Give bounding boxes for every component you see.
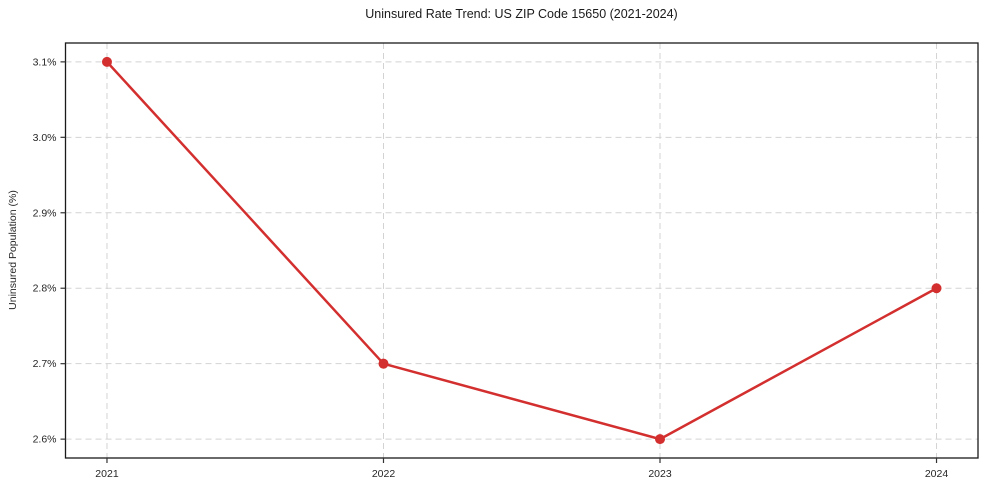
chart-title: Uninsured Rate Trend: US ZIP Code 15650 … bbox=[365, 7, 678, 21]
y-tick-label: 2.8% bbox=[33, 283, 57, 295]
x-tick-label: 2022 bbox=[372, 468, 396, 480]
data-point-marker bbox=[655, 434, 666, 445]
x-tick-label: 2024 bbox=[925, 468, 949, 480]
y-tick-label: 2.9% bbox=[33, 207, 57, 219]
data-point-marker bbox=[378, 358, 389, 369]
x-tick-label: 2021 bbox=[95, 468, 119, 480]
y-tick-label: 2.7% bbox=[33, 358, 57, 370]
x-tick-label: 2023 bbox=[648, 468, 672, 480]
y-tick-label: 2.6% bbox=[33, 434, 57, 446]
data-point-marker bbox=[101, 56, 112, 67]
y-tick-label: 3.1% bbox=[33, 56, 57, 68]
data-point-marker bbox=[931, 283, 942, 294]
trend-line bbox=[105, 60, 938, 441]
plot-frame bbox=[64, 42, 979, 459]
y-tick-label: 3.0% bbox=[33, 132, 57, 144]
